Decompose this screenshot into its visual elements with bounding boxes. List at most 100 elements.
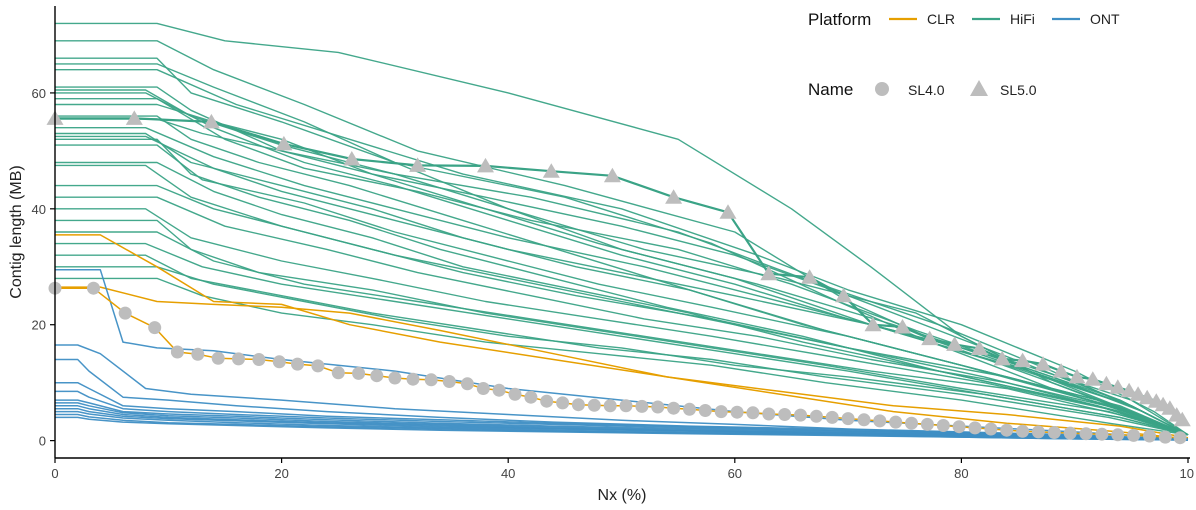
sl40-point: [476, 382, 490, 395]
clr-series-line-2: [55, 286, 1189, 440]
hifi-series-line-9: [55, 97, 1189, 436]
sl40-point: [311, 359, 325, 373]
sl40-point: [809, 409, 823, 423]
sl40-point: [952, 420, 966, 434]
legend-platform-title: Platform: [808, 10, 871, 29]
x-tick-label: 20: [274, 466, 288, 481]
sl50-point: [1173, 411, 1191, 427]
x-axis-ticks: 0 20 40 60 80 10: [51, 458, 1194, 481]
sl50-point: [603, 167, 621, 183]
legend-ont-label: ONT: [1090, 11, 1120, 27]
hifi-series-line-23: [55, 219, 1189, 436]
hifi-series-line-28: [55, 277, 1189, 436]
sl50-connector-line: [55, 117, 1184, 421]
sl50-point: [1068, 368, 1086, 384]
sl40-point: [1000, 423, 1014, 437]
sl40-point: [889, 415, 903, 429]
y-tick-label: 0: [39, 434, 46, 449]
sl40-point: [1143, 429, 1156, 443]
sl40-point: [936, 419, 950, 432]
sl50-point: [1161, 400, 1179, 415]
sl40-point: [524, 390, 538, 404]
sl40-point: [406, 372, 420, 386]
sl50-point: [409, 157, 427, 172]
sl50-point: [202, 113, 220, 129]
y-tick-label: 60: [32, 86, 46, 101]
sl40-point: [1047, 426, 1061, 439]
x-tick-label: 60: [728, 466, 742, 481]
sl40-point: [424, 373, 438, 387]
sl40-point: [635, 399, 649, 413]
sl50-point: [971, 340, 988, 355]
sl50-point: [760, 265, 778, 281]
sl40-point: [540, 394, 554, 408]
legend-hifi-label: HiFi: [1010, 11, 1035, 27]
ont-series-line-12: [55, 416, 1189, 441]
sl40-point: [508, 387, 522, 401]
sl50-point: [477, 157, 494, 173]
x-tick-label: 40: [501, 466, 515, 481]
sl40-point: [252, 353, 266, 366]
sl50-point: [801, 269, 819, 284]
sl50-point: [1097, 375, 1115, 391]
sl40-point: [1111, 428, 1125, 442]
hifi-series-line-24: [55, 231, 1189, 436]
legend-sl50-label: SL5.0: [1000, 82, 1037, 98]
sl40-point: [571, 398, 585, 412]
sl40-point: [841, 412, 855, 426]
legend-clr-label: CLR: [927, 11, 955, 27]
sl40-point: [1158, 430, 1172, 444]
sl40-point: [778, 408, 792, 421]
sl50-point: [835, 287, 853, 303]
sl50-point: [993, 350, 1011, 366]
sl50-point: [946, 336, 964, 351]
sl40-point: [370, 369, 384, 383]
hifi-series-line-12: [55, 118, 1189, 436]
hifi-series-layer: [55, 22, 1189, 436]
sl40-point: [272, 355, 286, 369]
sl40-point: [698, 404, 712, 417]
sl50-point: [921, 330, 939, 346]
sl40-point: [388, 371, 402, 385]
sl40-point: [1016, 424, 1030, 438]
sl40-point: [1063, 426, 1077, 440]
sl50-point: [1034, 356, 1052, 371]
sl40-point: [460, 377, 474, 391]
sl40-point: [331, 366, 345, 380]
sl40-point: [1079, 427, 1093, 441]
sl40-point: [118, 306, 132, 320]
sl50-point: [894, 319, 911, 334]
legend-sl40-marker: [875, 82, 889, 96]
sl50-layer: [46, 110, 1191, 427]
sl50-point: [864, 316, 882, 332]
sl40-point: [603, 399, 617, 413]
sl50-point: [1014, 352, 1032, 368]
sl40-point: [492, 383, 506, 397]
sl40-point: [762, 407, 776, 421]
sl40-point: [714, 405, 728, 419]
sl50-point: [1129, 386, 1147, 401]
sl40-point: [148, 321, 162, 335]
x-tick-label: 10: [1180, 466, 1194, 481]
hifi-series-line-10: [55, 103, 1189, 436]
sl40-point: [905, 416, 918, 430]
sl50-point: [719, 204, 737, 219]
sl40-point: [730, 405, 744, 419]
y-axis-ticks: 0 20 40 60: [32, 86, 55, 449]
sl40-point: [1127, 428, 1141, 442]
sl50-point: [1109, 379, 1127, 394]
x-axis-label: Nx (%): [598, 487, 647, 504]
sl50-point: [1084, 371, 1102, 386]
sl40-point: [232, 352, 245, 366]
clr-series-line-1: [55, 234, 1189, 439]
sl50-point: [125, 110, 143, 125]
hifi-series-line-20: [55, 184, 1189, 436]
sl40-point: [667, 401, 681, 415]
hifi-series-line-21: [55, 196, 1189, 436]
x-tick-label: 80: [954, 466, 968, 481]
sl40-point: [170, 345, 184, 359]
ont-series-layer: [55, 268, 1189, 441]
sl40-point: [556, 396, 570, 410]
legend-name-title: Name: [808, 80, 853, 99]
legend: Platform CLR HiFi ONT Name SL4.0 SL5.0: [808, 10, 1120, 99]
